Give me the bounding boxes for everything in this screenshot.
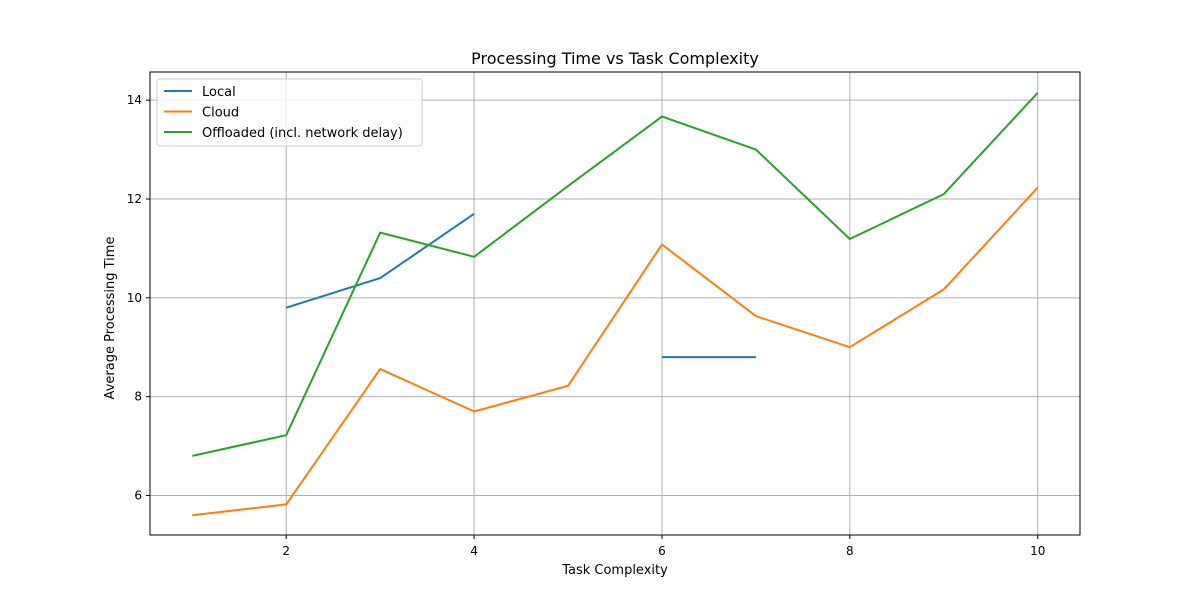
series-line-1 (285, 212, 475, 309)
x-axis-label: Task Complexity (561, 563, 668, 578)
x-tick-label: 4 (470, 544, 478, 558)
series-line-3 (192, 92, 1039, 457)
y-tick-label: 14 (127, 93, 142, 107)
legend-label: Offloaded (incl. network delay) (202, 126, 403, 141)
y-tick-label: 6 (134, 488, 142, 502)
y-tick-label: 10 (127, 291, 142, 305)
legend-box (156, 78, 423, 147)
grid-lines (150, 72, 1080, 535)
x-tick-label: 2 (282, 544, 290, 558)
y-tick-label: 12 (127, 192, 142, 206)
x-tick-label: 10 (1030, 544, 1045, 558)
y-tick-label: 8 (134, 390, 142, 404)
series-line-2 (192, 186, 1039, 517)
chart-title: Processing Time vs Task Complexity (471, 49, 759, 68)
legend-label: Local (202, 85, 236, 100)
legend: Local Cloud Offloaded (incl. network delay… (156, 78, 423, 147)
legend-label: Cloud (202, 106, 239, 121)
x-tick-label: 6 (658, 544, 666, 558)
axis-ticks: 2 4 6 8 10 6 8 10 12 14 (127, 93, 1046, 558)
y-axis-label: Average Processing Time (103, 237, 118, 400)
plot-area-frame (149, 71, 1081, 536)
x-tick-label: 8 (846, 544, 854, 558)
series-lines (192, 92, 1039, 517)
